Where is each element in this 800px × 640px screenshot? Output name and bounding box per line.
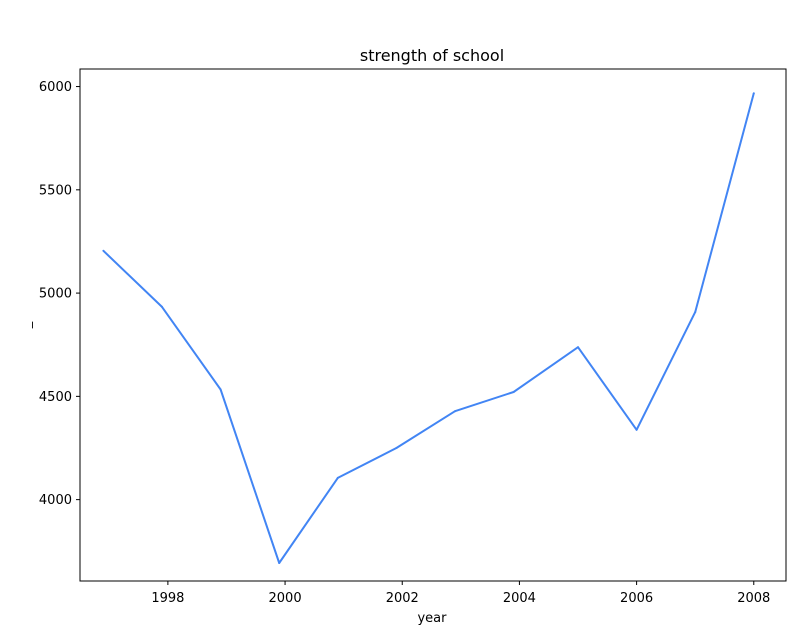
data-point: [635, 428, 638, 431]
y-tick-label: 4500: [39, 390, 72, 405]
data-point: [577, 346, 579, 349]
data-point: [278, 562, 281, 564]
data-point: [694, 311, 697, 314]
data-point: [454, 410, 456, 413]
x-tick-label: 2004: [503, 591, 536, 606]
chart-title: strength of school: [360, 46, 504, 65]
series-line: [102, 92, 755, 564]
x-tick-label: 1998: [151, 591, 184, 606]
data-point: [512, 391, 515, 393]
data-point: [395, 447, 398, 449]
x-axis: 1998 2000 2002 2004 2006 2008: [151, 581, 770, 606]
data-point: [219, 388, 222, 391]
plot-frame: [79, 68, 787, 582]
data-point: [102, 249, 105, 252]
y-tick-label: 5500: [39, 183, 72, 198]
data-point: [161, 305, 163, 308]
y-axis-title: _: [19, 321, 34, 329]
y-tick-label: 6000: [39, 80, 72, 95]
plot-area: [79, 68, 787, 582]
data-point: [336, 476, 339, 479]
y-tick-label: 4000: [39, 493, 72, 508]
y-tick-label: 5000: [39, 287, 72, 302]
x-tick-label: 2002: [386, 591, 419, 606]
series-layer: [102, 92, 755, 564]
x-tick-label: 2008: [737, 591, 770, 606]
y-axis: 4000 4500 5000 5500 6000: [39, 80, 80, 508]
x-tick-label: 2000: [269, 591, 302, 606]
x-tick-label: 2006: [620, 591, 653, 606]
data-point: [752, 92, 755, 95]
x-axis-title: year: [417, 611, 447, 626]
